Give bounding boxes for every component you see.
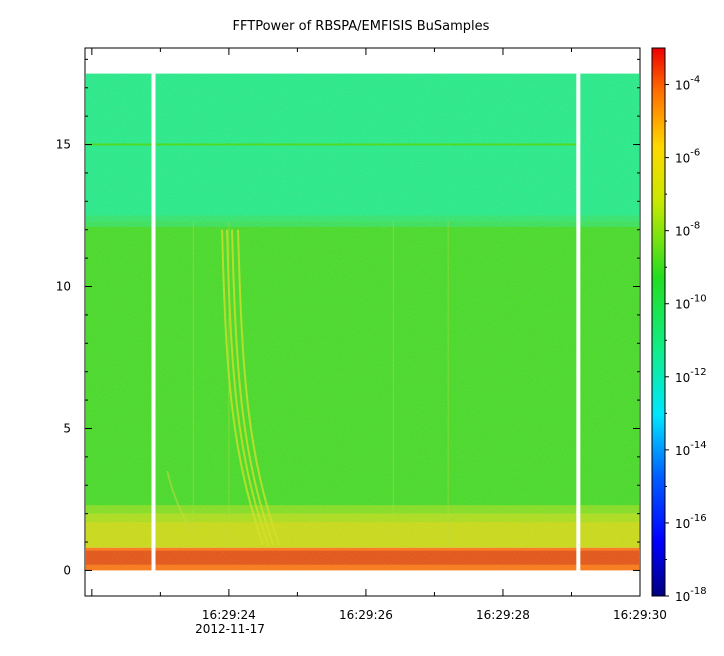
y-tick-label: 5 [63,421,71,435]
x-tick-label: 16:29:28 [476,608,530,622]
no-data-bottom [86,570,639,595]
colorbar: 10-4 10-6 10-8 10-10 10-12 10-14 10-16 10-18 [651,47,707,604]
y-tick-label: 0 [63,563,71,577]
colorbar-label: 10-8 [675,221,700,239]
no-data-top [86,49,639,74]
x-tick-label: 16:29:26 [339,608,393,622]
x-date-label: 2012-11-17 [195,622,265,636]
spectrogram-noise [86,73,639,571]
x-tick-label: 16:29:24 [202,608,256,622]
chart-title: FFTPower of RBSPA/EMFISIS BuSamples [233,19,490,34]
colorbar-label: 10-6 [675,148,700,166]
data-gap-1 [576,49,581,595]
colorbar-label: 10-14 [675,440,707,458]
colorbar-label: 10-10 [675,294,707,312]
colorbar-label: 10-12 [675,367,707,385]
data-gap-0 [151,49,156,595]
plot-area: 0 5 10 15 16:29:24 16:29:26 16:29:28 16:29:30 [56,47,667,622]
y-tick-label: 15 [56,138,71,152]
colorbar-label: 10-16 [675,513,707,531]
y-tick-label: 10 [56,280,71,294]
colorbar-bar [651,47,666,597]
plot-frame [84,47,641,597]
colorbar-label: 10-4 [675,75,700,93]
colorbar-label: 10-18 [675,586,707,604]
x-tick-label: 16:29:30 [613,608,667,622]
